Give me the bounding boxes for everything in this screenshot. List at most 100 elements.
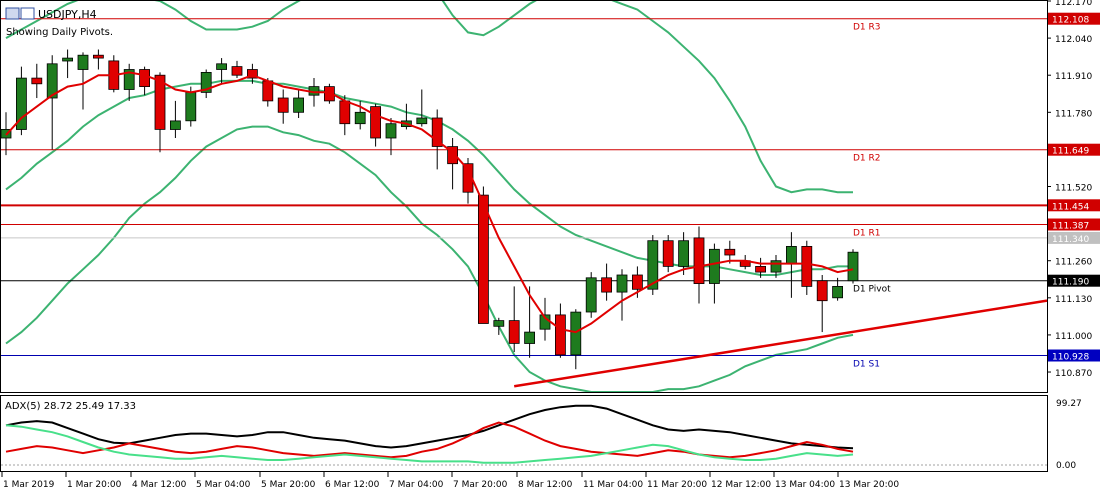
candle-body — [585, 277, 597, 313]
trendline[interactable] — [514, 299, 1048, 388]
candle-body — [339, 100, 351, 125]
subtitle-label: Showing Daily Pivots. — [6, 27, 113, 38]
candle-45 — [693, 226, 705, 304]
candle-body — [462, 163, 474, 193]
candle-43 — [662, 235, 674, 273]
ytick-label-8: 110.870 — [1055, 369, 1092, 379]
ytick-label-2: 111.910 — [1055, 72, 1092, 82]
price-tag-1: 111.649 — [1052, 147, 1089, 157]
price-tag-bg-6 — [1048, 349, 1100, 362]
xtick-label-8: 8 Mar 12:00 — [518, 480, 573, 490]
candle-body — [139, 69, 151, 88]
candle-body — [370, 106, 382, 139]
candle-8 — [123, 63, 135, 101]
candle-body — [847, 251, 859, 282]
main-panel-frame — [0, 0, 1048, 393]
symbol-header: USDJPY,H4 Showing Daily Pivots. — [5, 7, 113, 38]
ytick-label-3: 111.780 — [1055, 109, 1092, 119]
candle-body — [447, 146, 459, 165]
level-label-3: D1 R1 — [853, 229, 881, 239]
price-tag-6: 110.928 — [1052, 353, 1089, 363]
pivot-levels — [1, 18, 1047, 356]
candle-14 — [216, 58, 228, 84]
candle-body — [770, 260, 782, 273]
candle-33 — [508, 286, 520, 353]
candle-37 — [570, 309, 582, 370]
price-tag-bg-4 — [1048, 231, 1100, 244]
candle-body — [354, 111, 366, 125]
candle-body — [277, 97, 289, 113]
candle-body — [323, 86, 335, 102]
symbol-label: USDJPY,H4 — [38, 8, 97, 21]
candle-25 — [385, 118, 397, 156]
candle-body — [601, 277, 612, 293]
candle-38 — [585, 272, 597, 318]
price-tag-bg-5 — [1048, 274, 1100, 287]
xtick-label-13: 13 Mar 20:00 — [839, 480, 899, 490]
candle-body — [431, 117, 443, 147]
candle-28 — [431, 109, 443, 170]
candle-body — [262, 80, 274, 102]
adx-title: ADX(5) 28.72 25.49 17.33 — [5, 401, 136, 412]
ytick-label-1: 112.040 — [1055, 35, 1092, 45]
candle-body — [524, 331, 535, 344]
candle-42 — [647, 235, 659, 295]
candle-15 — [231, 60, 243, 79]
price-tag-bg-1 — [1048, 143, 1100, 156]
adx-ytick-top: 99.27 — [1056, 399, 1082, 409]
candle-body — [77, 54, 89, 70]
candle-31 — [477, 186, 489, 324]
price-axis: 112.170 112.040 111.910 111.780 111.520 111.2… — [1047, 0, 1092, 379]
level-label-6: D1 S1 — [853, 360, 880, 370]
candle-54 — [832, 277, 843, 301]
candle-39 — [601, 263, 612, 301]
indicator-panel-frame — [0, 395, 1048, 472]
candle-3 — [46, 55, 58, 150]
adx-ytick-bottom: 0.00 — [1056, 461, 1076, 471]
price-tags: 112.108 111.649 111.454 111.387 111.340 111.1… — [1048, 12, 1100, 363]
candle-body — [709, 248, 720, 284]
level-label-1: D1 R2 — [853, 154, 881, 164]
candle-55 — [847, 249, 859, 284]
candle-29 — [447, 137, 459, 190]
candle-16 — [246, 63, 258, 84]
price-tag-bg-2 — [1048, 199, 1100, 212]
candle-body — [246, 69, 258, 79]
candle-body — [570, 311, 582, 356]
candle-body — [477, 194, 489, 324]
candle-body — [647, 240, 659, 290]
candle-46 — [709, 243, 720, 304]
candle-body — [154, 74, 166, 130]
candle-body — [693, 237, 705, 284]
candle-body — [169, 120, 181, 130]
candle-6 — [93, 49, 104, 70]
candle-body — [216, 63, 228, 70]
candle-49 — [755, 257, 766, 278]
adx-series-0 — [5, 404, 854, 450]
time-axis: 1 Mar 2019 1 Mar 20:00 4 Mar 12:00 5 Mar 04… — [1, 472, 899, 490]
candle-27 — [416, 89, 428, 127]
candle-10 — [154, 72, 166, 153]
candle-body — [678, 240, 689, 267]
candle-24 — [370, 103, 382, 147]
price-tag-4: 111.340 — [1052, 235, 1089, 245]
price-tag-5: 111.190 — [1052, 278, 1089, 288]
candle-body — [231, 66, 243, 76]
price-tag-bg-0 — [1048, 12, 1100, 25]
ytick-label-0: 112.170 — [1055, 0, 1092, 8]
candle-1 — [15, 66, 27, 136]
candle-body — [93, 54, 104, 59]
level-label-0: D1 R3 — [853, 23, 881, 33]
candle-body — [832, 285, 843, 299]
xtick-label-4: 5 Mar 20:00 — [261, 480, 316, 490]
candle-2 — [31, 63, 43, 99]
candle-body — [662, 240, 674, 267]
candle-19 — [293, 89, 305, 119]
candle-36 — [555, 303, 566, 358]
candle-body — [200, 72, 212, 93]
candle-body — [31, 77, 43, 85]
ytick-label-6: 111.130 — [1055, 295, 1092, 305]
candle-body — [46, 63, 58, 99]
